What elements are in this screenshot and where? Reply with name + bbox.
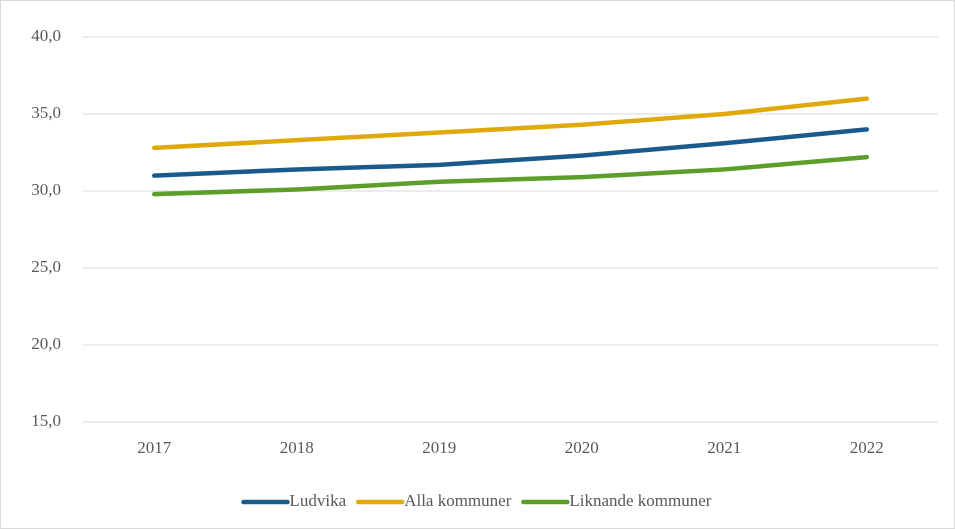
y-tick-label: 15,0 (31, 411, 61, 430)
x-tick-label: 2021 (707, 438, 741, 457)
legend-label: Liknande kommuner (569, 491, 711, 510)
y-tick-label: 30,0 (31, 180, 61, 199)
y-tick-label: 40,0 (31, 26, 61, 45)
line-series (152, 96, 869, 151)
line-series (152, 154, 869, 197)
legend-label: Ludvika (290, 491, 347, 510)
legend-label: Alla kommuner (404, 491, 512, 510)
y-tick-label: 20,0 (31, 334, 61, 353)
y-tick-label: 35,0 (31, 103, 61, 122)
x-tick-label: 2020 (565, 438, 599, 457)
y-tick-label: 25,0 (31, 257, 61, 276)
x-tick-label: 2018 (280, 438, 314, 457)
x-tick-label: 2017 (137, 438, 172, 457)
line-series (152, 127, 869, 178)
x-tick-label: 2022 (850, 438, 884, 457)
x-tick-label: 2019 (422, 438, 456, 457)
